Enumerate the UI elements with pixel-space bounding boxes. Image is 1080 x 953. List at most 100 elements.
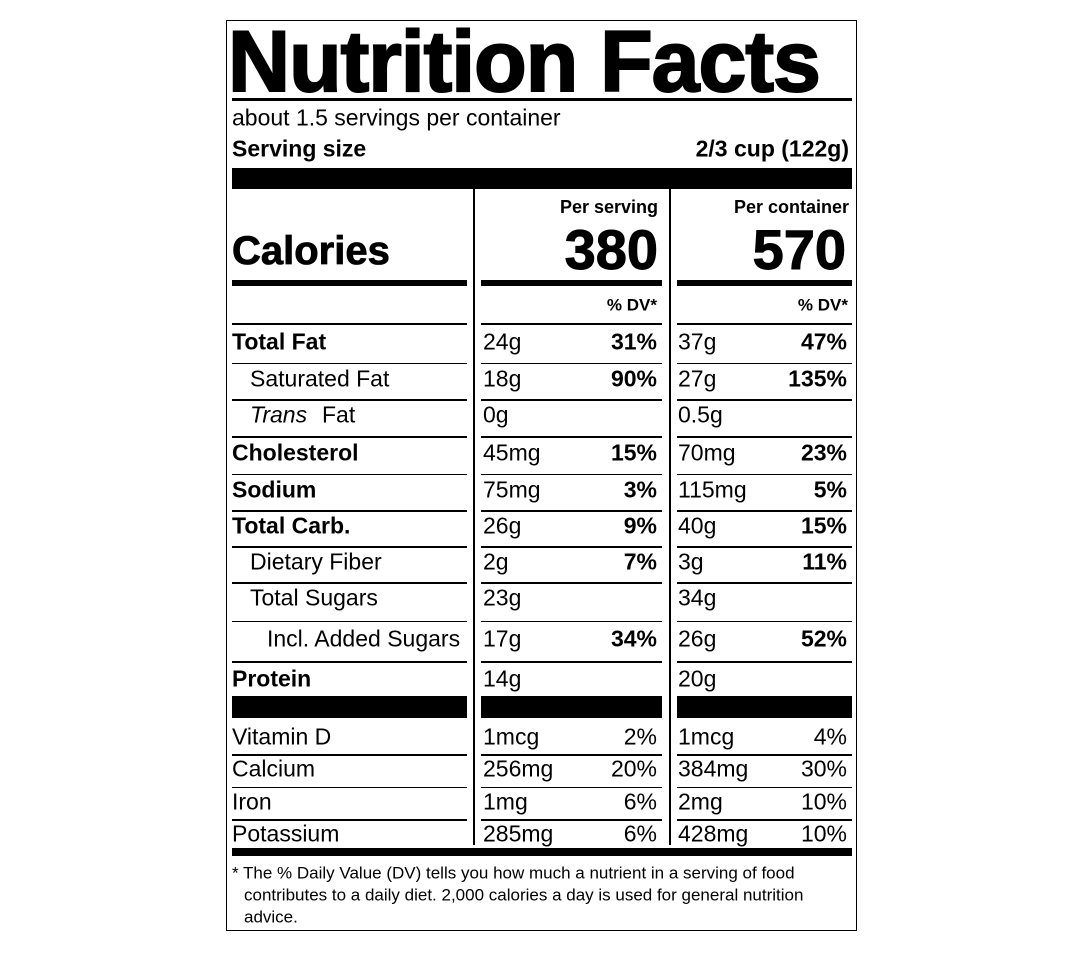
amount: 2g <box>483 548 509 575</box>
row-rule <box>481 362 662 364</box>
row-rule <box>677 362 852 364</box>
calories-value: 570 <box>752 218 846 281</box>
row-rule <box>677 754 852 756</box>
daily-value: 11% <box>802 548 847 575</box>
row-rule <box>677 661 852 663</box>
amount: 0g <box>483 401 509 428</box>
nutrient-name: Fat <box>322 401 356 428</box>
calories-rule <box>232 280 467 286</box>
row-rule <box>677 473 852 475</box>
row-rule <box>232 754 467 756</box>
vitamin-name: Potassium <box>232 820 340 847</box>
nutrient-name: Saturated Fat <box>250 365 390 392</box>
row-rule <box>677 786 852 788</box>
title: Nutrition Facts <box>227 14 822 110</box>
row-rule <box>481 661 662 663</box>
title-rule <box>232 98 852 101</box>
daily-value: 47% <box>800 328 847 355</box>
amount: 70mg <box>678 439 736 466</box>
daily-value: 31% <box>610 328 657 355</box>
row-rule <box>677 819 852 821</box>
row-rule <box>232 661 467 663</box>
amount: 37g <box>678 328 717 355</box>
amount: 428mg <box>678 820 749 847</box>
daily-value: 52% <box>800 625 847 652</box>
amount: 18g <box>483 365 522 392</box>
daily-value: 9% <box>623 512 657 539</box>
row-rule <box>232 323 467 325</box>
daily-value: 3% <box>623 476 657 503</box>
column-divider <box>473 189 475 845</box>
daily-value: 15% <box>800 512 847 539</box>
row-rule <box>677 323 852 325</box>
daily-value: 20% <box>610 755 657 782</box>
thick-bar <box>232 168 852 189</box>
amount: 2mg <box>678 788 723 815</box>
amount: 45mg <box>483 439 541 466</box>
row-rule <box>481 620 662 622</box>
row-rule <box>677 582 852 584</box>
thick-bar <box>232 848 852 856</box>
serving-size-label: Serving size <box>232 135 367 162</box>
column-divider <box>669 189 671 845</box>
thick-bar <box>677 696 852 718</box>
calories-rule <box>677 280 852 286</box>
row-rule <box>481 819 662 821</box>
daily-value: 4% <box>813 723 847 750</box>
row-rule <box>481 436 662 438</box>
vitamin-name: Vitamin D <box>232 723 332 750</box>
nutrient-name: Incl. Added Sugars <box>267 625 461 652</box>
row-rule <box>677 399 852 401</box>
column-heading: Per serving <box>559 197 658 217</box>
daily-value: 7% <box>623 548 657 575</box>
amount: 20g <box>678 665 717 692</box>
amount: 384mg <box>678 755 749 782</box>
servings: about 1.5 servings per container <box>232 104 561 131</box>
row-rule <box>677 546 852 548</box>
thick-bar <box>232 696 467 718</box>
thick-bar <box>481 696 662 718</box>
daily-value: 10% <box>800 788 847 815</box>
amount: 0.5g <box>678 401 723 428</box>
amount: 26g <box>483 512 522 539</box>
row-rule <box>232 546 467 548</box>
row-rule <box>232 582 467 584</box>
amount: 75mg <box>483 476 541 503</box>
row-rule <box>481 786 662 788</box>
dv-header: % DV* <box>797 295 848 315</box>
amount: 1mg <box>483 788 528 815</box>
daily-value: 6% <box>623 788 657 815</box>
row-rule <box>481 510 662 512</box>
row-rule <box>232 510 467 512</box>
amount: 27g <box>678 365 717 392</box>
amount: 1mcg <box>678 723 735 750</box>
row-rule <box>677 436 852 438</box>
amount: 17g <box>483 625 522 652</box>
calories-value: 380 <box>564 218 658 281</box>
nutrient-name: Total Fat <box>232 328 327 355</box>
dv-header: % DV* <box>606 295 657 315</box>
daily-value: 34% <box>610 625 657 652</box>
label-border <box>226 20 857 931</box>
footnote: contributes to a daily diet. 2,000 calor… <box>244 885 804 905</box>
daily-value: 15% <box>610 439 657 466</box>
daily-value: 10% <box>800 820 847 847</box>
amount: 285mg <box>483 820 554 847</box>
nutrient-name: Dietary Fiber <box>250 548 382 575</box>
column-heading: Per container <box>733 197 849 217</box>
vitamin-name: Iron <box>232 788 272 815</box>
amount: 115mg <box>678 476 747 503</box>
row-rule <box>481 754 662 756</box>
nutrient-name: Sodium <box>232 476 317 503</box>
row-rule <box>232 436 467 438</box>
row-rule <box>481 582 662 584</box>
amount: 256mg <box>483 755 554 782</box>
row-rule <box>481 546 662 548</box>
vitamin-name: Calcium <box>232 755 316 782</box>
amount: 14g <box>483 665 522 692</box>
nutrient-name: Total Carb. <box>232 512 351 539</box>
daily-value: 135% <box>788 365 847 392</box>
amount: 1mcg <box>483 723 540 750</box>
daily-value: 5% <box>813 476 847 503</box>
